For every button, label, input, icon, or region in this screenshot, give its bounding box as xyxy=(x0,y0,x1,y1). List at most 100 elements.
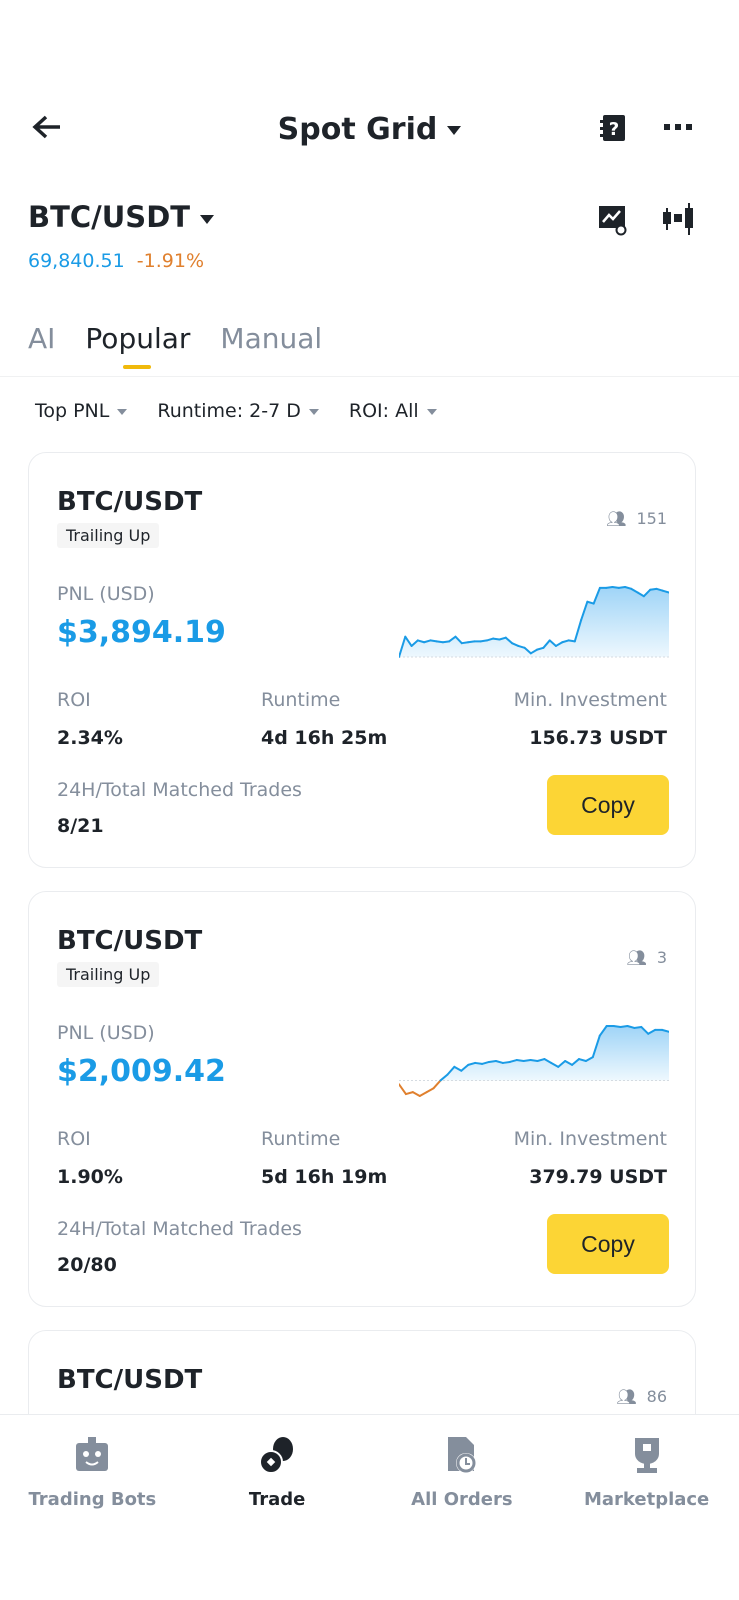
bot-card[interactable]: BTC/USDT Trailing Up 👥︎ 151 PNL (USD) $3,… xyxy=(28,452,696,868)
sparkline-segment xyxy=(467,640,476,644)
sparkline-segment xyxy=(529,648,539,655)
caret-down-icon xyxy=(308,408,319,415)
sparkline-segment xyxy=(485,637,495,642)
nav-all-orders[interactable]: All Orders xyxy=(370,1415,555,1600)
nav-trade[interactable]: Trade xyxy=(185,1415,370,1600)
sparkline-segment xyxy=(591,1034,601,1059)
back-arrow-icon[interactable] xyxy=(32,114,62,140)
sparkline-segment xyxy=(661,1028,669,1033)
sparkline-segment xyxy=(536,646,545,651)
sparkline-segment xyxy=(554,641,564,647)
sparkline-segment xyxy=(548,639,557,647)
sparkline-segment xyxy=(612,1025,622,1028)
users-icon: 👥︎ xyxy=(616,1387,637,1406)
caret-down-icon xyxy=(426,408,437,415)
sparkline-segment xyxy=(435,640,444,644)
sparkline-segment xyxy=(630,587,639,594)
pair-selector[interactable]: BTC/USDT xyxy=(28,200,215,234)
sparkline-segment xyxy=(504,636,514,645)
sparkline-segment xyxy=(598,1025,608,1037)
runtime-value: 5d 16h 19m xyxy=(261,1166,388,1188)
sparkline-segment xyxy=(584,1056,594,1062)
filter-bar: Top PNL Runtime: 2-7 D ROI: All xyxy=(35,400,437,422)
sparkline-segment xyxy=(488,1060,497,1063)
sparkline-segment xyxy=(636,591,645,598)
caret-down-icon xyxy=(200,214,215,224)
bot-card[interactable]: BTC/USDT Trailing Up 👥︎ 3 PNL (USD) $2,00… xyxy=(28,891,696,1307)
roi-label: ROI xyxy=(57,1128,91,1150)
sparkline-segment xyxy=(624,586,633,590)
sparkline-segment xyxy=(460,641,470,645)
sparkline-segment xyxy=(580,600,589,622)
sparkline-segment xyxy=(479,639,488,643)
nav-trading-bots[interactable]: Trading Bots xyxy=(0,1415,185,1600)
copy-button[interactable]: Copy xyxy=(547,1214,669,1274)
sparkline-segment xyxy=(649,587,658,591)
sparkline-segment xyxy=(418,1091,428,1097)
min-investment-label: Min. Investment xyxy=(513,1128,667,1150)
tab-popular[interactable]: Popular xyxy=(85,322,191,369)
sparkline-segment xyxy=(515,1059,525,1062)
chart-icon[interactable] xyxy=(598,204,628,236)
roi-label: ROI xyxy=(57,689,91,711)
pnl-label: PNL (USD) xyxy=(57,583,155,605)
sparkline-area xyxy=(399,1026,669,1081)
page-title[interactable]: Spot Grid xyxy=(0,112,739,147)
more-icon[interactable] xyxy=(664,124,692,132)
strategy-tag: Trailing Up xyxy=(57,962,160,987)
sparkline-segment xyxy=(626,1025,636,1029)
sparkline-segment xyxy=(586,600,595,605)
sparkline-segment xyxy=(567,639,576,643)
price-row: 69,840.51 -1.91% xyxy=(28,250,204,272)
sparkline-segment xyxy=(429,639,438,643)
caret-down-icon xyxy=(117,408,128,415)
tab-ai[interactable]: AI xyxy=(28,322,56,355)
sparkline-segment xyxy=(557,1060,567,1068)
users-icon: 👥︎ xyxy=(626,948,647,967)
sparkline-segment xyxy=(508,1059,518,1063)
sparkline-segment xyxy=(432,1079,442,1090)
copiers-count: 👥︎ 86 xyxy=(616,1387,667,1406)
sparkline-segment xyxy=(492,637,501,641)
pnl-value: $3,894.19 xyxy=(57,615,226,650)
help-book-icon[interactable]: ? xyxy=(600,114,626,142)
sparkline-segment xyxy=(423,639,432,644)
sparkline-segment xyxy=(647,1028,657,1035)
users-icon: 👥︎ xyxy=(606,509,627,528)
card-pair: BTC/USDT xyxy=(57,487,203,517)
coins-icon xyxy=(259,1437,294,1474)
sparkline-segment xyxy=(542,639,551,649)
sparkline-segment xyxy=(448,635,457,643)
sparkline-segment xyxy=(642,588,652,598)
trades-value: 20/80 xyxy=(57,1254,117,1276)
price-change: -1.91% xyxy=(136,250,205,272)
runtime-value: 4d 16h 25m xyxy=(261,727,388,749)
nav-marketplace[interactable]: Marketplace xyxy=(554,1415,739,1600)
sparkline-segment xyxy=(511,642,520,647)
sparkline-segment xyxy=(543,1058,553,1064)
trades-label: 24H/Total Matched Trades xyxy=(57,779,302,801)
min-investment-value: 156.73 USDT xyxy=(529,727,667,749)
tab-manual[interactable]: Manual xyxy=(220,322,323,355)
candlestick-icon[interactable] xyxy=(661,202,695,236)
pnl-label: PNL (USD) xyxy=(57,1022,155,1044)
sparkline-segment xyxy=(550,1061,560,1068)
sparkline-segment xyxy=(561,639,570,644)
sparkline-segment xyxy=(633,1025,643,1029)
strategy-tabs: AI Popular Manual xyxy=(28,322,323,369)
sparkline-segment xyxy=(573,619,583,643)
sparkline-segment xyxy=(501,1060,511,1064)
filter-sort[interactable]: Top PNL xyxy=(35,400,128,422)
sparkline-segment xyxy=(498,636,507,641)
filter-runtime[interactable]: Runtime: 2-7 D xyxy=(157,400,319,422)
filter-roi[interactable]: ROI: All xyxy=(349,400,437,422)
sparkline-segment xyxy=(453,1065,463,1072)
sparkline-segment xyxy=(578,1058,587,1062)
sparkline-segment xyxy=(460,1063,470,1072)
sparkline-segment xyxy=(404,635,413,647)
sparkline-segment xyxy=(517,644,526,649)
sparkline-segment xyxy=(454,635,463,645)
sparkline-segment xyxy=(617,586,627,589)
copy-button[interactable]: Copy xyxy=(547,775,669,835)
sparkline-segment xyxy=(661,589,669,594)
